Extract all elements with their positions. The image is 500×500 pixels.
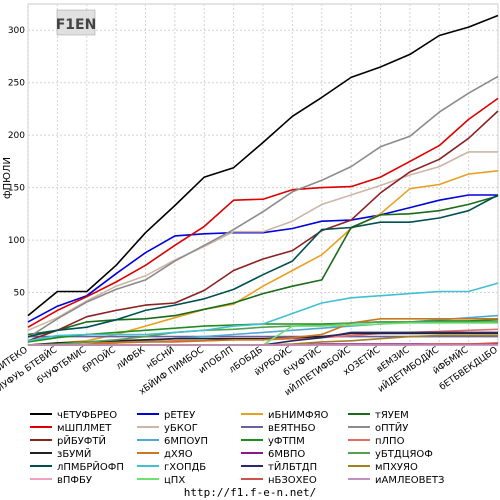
y-tick-label: 200 <box>8 131 25 141</box>
series-line <box>27 110 499 342</box>
series-line <box>27 75 499 339</box>
legend-label: тЙЛБТДП <box>268 460 317 473</box>
series-line <box>27 195 499 336</box>
legend-label: уБКОГ <box>164 423 198 434</box>
legend-label: иБНИМФЯО <box>268 410 329 421</box>
logo-text: F1EN <box>56 17 97 33</box>
y-tick-label: 150 <box>8 184 25 194</box>
y-tick-label: 100 <box>8 236 25 246</box>
series-line <box>27 194 498 323</box>
legend-label: лПМБРЙОФП <box>57 460 124 473</box>
legend-label: рЕТЕУ <box>164 410 195 421</box>
series-line <box>28 317 498 346</box>
series-line <box>27 321 498 346</box>
y-tick-label: 300 <box>8 26 25 36</box>
series-line <box>27 151 498 332</box>
footer-url: http://f1.f-e-n.net/ <box>184 486 316 499</box>
x-tick-label: лИФБК <box>115 345 148 372</box>
legend-label: уБТДЦЯОФ <box>375 449 433 460</box>
f1en-logo: F1EN <box>56 9 97 36</box>
legend-label: мШПЛМЕТ <box>57 423 112 434</box>
legend-label: иАМЛЕОВЕТЗ <box>375 475 444 486</box>
legend-label: чЕТУФБРЕО <box>57 410 117 421</box>
series-line <box>27 14 499 317</box>
legend-label: вЕЯТНБО <box>268 423 316 434</box>
legend-label: тЯУЕМ <box>375 410 409 421</box>
series-line <box>27 282 499 342</box>
y-tick-label: 250 <box>8 79 25 89</box>
legend-label: гХОПДБ <box>164 462 206 473</box>
legend-label: пЛПО <box>375 436 405 447</box>
legend-label: оПТЙУ <box>375 421 408 434</box>
legend-label: мПХУЯО <box>375 462 418 473</box>
y-axis-label: фПЮЛИ <box>2 157 13 199</box>
series-lines <box>27 14 499 346</box>
series-line <box>27 194 499 338</box>
legend-label: дХЯО <box>164 449 193 460</box>
y-tick-label: 50 <box>14 289 26 299</box>
legend-label: нБЗОХЕО <box>268 475 317 486</box>
legend-label: вПФБУ <box>57 475 92 486</box>
legend-label: 6МПОУП <box>164 436 208 447</box>
legend-label: зБУМЙ <box>57 447 91 460</box>
x-tick-label: бРПОЙС <box>80 344 118 376</box>
legend-label: рЙБУФТЙ <box>57 434 106 447</box>
legend-label: 6МВПО <box>268 449 305 460</box>
legend-label: уФТПМ <box>268 436 305 447</box>
legend-label: цПХ <box>164 475 185 486</box>
legend: чЕТУФБРЕО рЕТЕУ иБНИМФЯО тЯУЕМ мШПЛМЕТ уБКОГ в… <box>30 410 444 486</box>
series-line <box>27 97 499 328</box>
